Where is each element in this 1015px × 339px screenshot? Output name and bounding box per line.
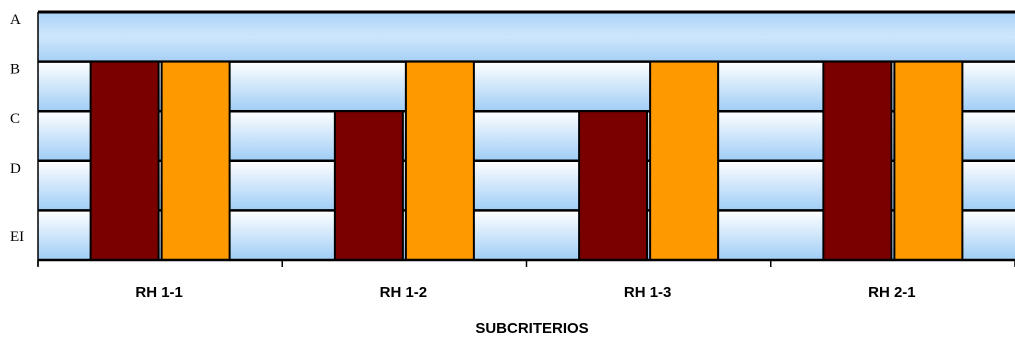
x-tick-label: RH 1-1 [135, 284, 183, 301]
bar-series2-rh-1-3 [649, 60, 720, 261]
x-tick-label: RH 1-2 [380, 284, 428, 301]
bar-series1-rh-2-1 [822, 60, 893, 261]
y-tick-label-c: C [10, 111, 20, 127]
x-tick-label: RH 1-3 [624, 284, 672, 301]
x-tick-labels: RH 1-1 RH 1-2 RH 1-3 RH 2-1 [135, 284, 915, 301]
y-tick-label-b: B [10, 62, 20, 78]
bars [89, 60, 964, 261]
band-a [38, 12, 1015, 62]
bar-series1-rh-1-1 [89, 60, 160, 261]
y-tick-label-d: D [10, 161, 21, 177]
bar-series1-rh-1-3 [578, 110, 649, 261]
axes [37, 12, 1015, 267]
bar-series2-rh-1-1 [160, 60, 231, 261]
y-tick-labels: A B C D EI [10, 12, 24, 245]
y-tick-label-a: A [10, 12, 21, 28]
x-tick-label: RH 2-1 [868, 284, 916, 301]
bar-series2-rh-1-2 [404, 60, 475, 261]
bar-series1-rh-1-2 [333, 110, 404, 261]
x-axis-label: SUBCRITERIOS [475, 320, 588, 337]
y-tick-label-ei: EI [10, 229, 24, 245]
bar-series2-rh-2-1 [893, 60, 964, 261]
